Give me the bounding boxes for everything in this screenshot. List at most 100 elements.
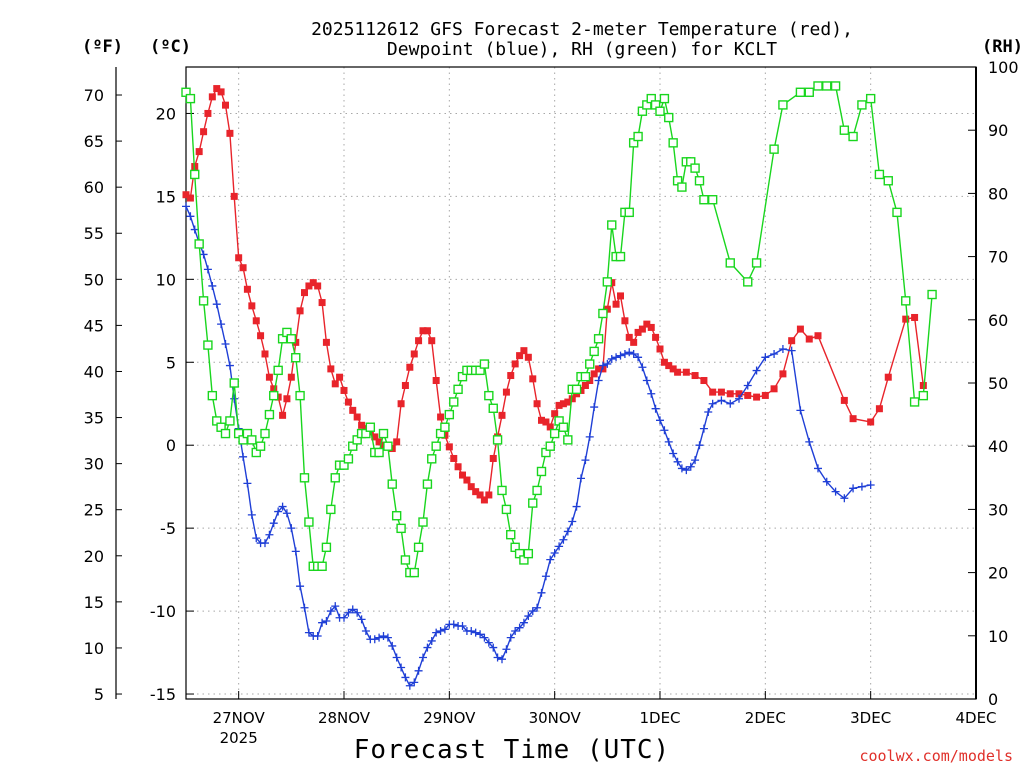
- dewpoint-point: [629, 349, 638, 358]
- dewpoint-point: [735, 394, 743, 403]
- rh-point: [659, 93, 670, 104]
- dewpoint-point: [607, 354, 616, 363]
- dewpoint-point: [449, 620, 458, 629]
- dewpoint-point: [585, 432, 594, 441]
- temperature-point: [340, 386, 348, 394]
- dewpoint-point: [401, 673, 410, 682]
- dewpoint-point: [704, 408, 713, 417]
- dewpoint-point: [304, 628, 313, 637]
- rh-point: [901, 296, 911, 306]
- temperature-point: [287, 373, 295, 381]
- dewpoint-point: [770, 349, 779, 358]
- rh-point: [378, 428, 389, 439]
- fahrenheit-tick-label: 45: [84, 316, 104, 335]
- dewpoint-point: [625, 348, 634, 357]
- series-layer: [181, 81, 937, 690]
- temperature-point: [222, 101, 229, 109]
- dewpoint-point: [370, 635, 379, 644]
- temperature-point: [735, 390, 743, 398]
- temperature-point: [660, 358, 668, 366]
- temperature-point: [595, 365, 603, 373]
- dewpoint-point: [559, 535, 568, 544]
- dewpoint-point: [489, 643, 498, 652]
- dewpoint-point: [239, 452, 248, 461]
- temperature-point: [195, 148, 203, 156]
- dewpoint-point: [743, 381, 752, 390]
- celsius-tick-label: 10: [156, 270, 176, 289]
- temperature-point: [445, 443, 453, 451]
- rh-tick-label: 20: [988, 564, 1008, 583]
- temperature-point: [717, 388, 725, 396]
- temperature-point: [226, 129, 234, 137]
- dewpoint-point: [796, 406, 805, 415]
- fahrenheit-axis-unit: (ºF): [82, 37, 123, 57]
- rh-point: [383, 441, 393, 451]
- temperature-point: [432, 377, 440, 385]
- temperature-point: [875, 405, 883, 413]
- temperature-point: [674, 368, 682, 376]
- rh-point: [927, 289, 937, 300]
- dewpoint-point: [414, 666, 423, 675]
- fahrenheit-tick-label: 60: [84, 178, 104, 197]
- rh-tick-label: 90: [988, 121, 1008, 140]
- rh-point: [198, 296, 209, 306]
- dewpoint-point: [186, 212, 195, 221]
- rh-point: [413, 542, 424, 553]
- temperature-point: [261, 350, 269, 358]
- temperature-point: [415, 337, 423, 345]
- dewpoint-point: [493, 653, 502, 662]
- rh-point: [607, 220, 617, 230]
- dewpoint-point: [252, 534, 261, 543]
- rh-point: [598, 308, 608, 319]
- rh-point: [396, 523, 406, 534]
- rh-point: [492, 435, 503, 445]
- dewpoint-point: [620, 349, 629, 358]
- rh-point: [909, 397, 920, 407]
- temperature-point: [538, 416, 545, 424]
- dewpoint-point: [331, 602, 340, 611]
- rh-point: [545, 441, 555, 451]
- fahrenheit-tick-label: 55: [84, 224, 104, 243]
- rh-point: [330, 473, 340, 483]
- gridlines: [186, 67, 976, 699]
- dewpoint-point: [375, 633, 384, 642]
- temperature-point: [358, 421, 366, 429]
- dewpoint-point: [691, 456, 700, 465]
- temperature-point: [638, 325, 646, 333]
- dewpoint-point: [752, 366, 761, 375]
- rh-point: [207, 390, 218, 401]
- rh-point: [440, 422, 450, 432]
- dewpoint-point: [664, 437, 673, 446]
- chart-title-line-2: Dewpoint (blue), RH (green) for KCLT: [387, 39, 777, 60]
- credit-text: coolwx.com/models: [859, 747, 1013, 765]
- dewpoint-point: [603, 359, 612, 368]
- temperature-point: [213, 85, 221, 93]
- dewpoint-point: [502, 645, 511, 654]
- rh-point: [668, 138, 678, 148]
- celsius-tick-label: -5: [160, 519, 176, 538]
- temperature-point: [397, 400, 405, 408]
- dewpoint-point: [269, 519, 278, 528]
- dewpoint-point: [436, 626, 445, 635]
- dewpoint-point: [787, 346, 796, 355]
- rh-point: [585, 359, 595, 369]
- dewpoint-point: [506, 633, 515, 642]
- dewpoint-point: [677, 464, 686, 473]
- rh-point: [563, 435, 573, 445]
- rh-point: [453, 384, 463, 395]
- dewpoint-point: [208, 281, 217, 290]
- rh-tick-label: 10: [988, 627, 1008, 646]
- temperature-point: [375, 438, 383, 446]
- rh-point: [690, 163, 700, 173]
- temperature-point: [559, 400, 567, 408]
- dewpoint-point: [590, 403, 599, 412]
- celsius-tick-label: 20: [156, 104, 176, 123]
- rh-point: [220, 428, 231, 439]
- temperature-point: [726, 390, 734, 398]
- temperature-point: [919, 381, 927, 389]
- rh-point: [400, 555, 411, 565]
- temperature-point: [437, 413, 445, 421]
- temperature-point: [761, 391, 769, 399]
- dewpoint-point: [348, 605, 357, 614]
- rh-point: [190, 169, 200, 180]
